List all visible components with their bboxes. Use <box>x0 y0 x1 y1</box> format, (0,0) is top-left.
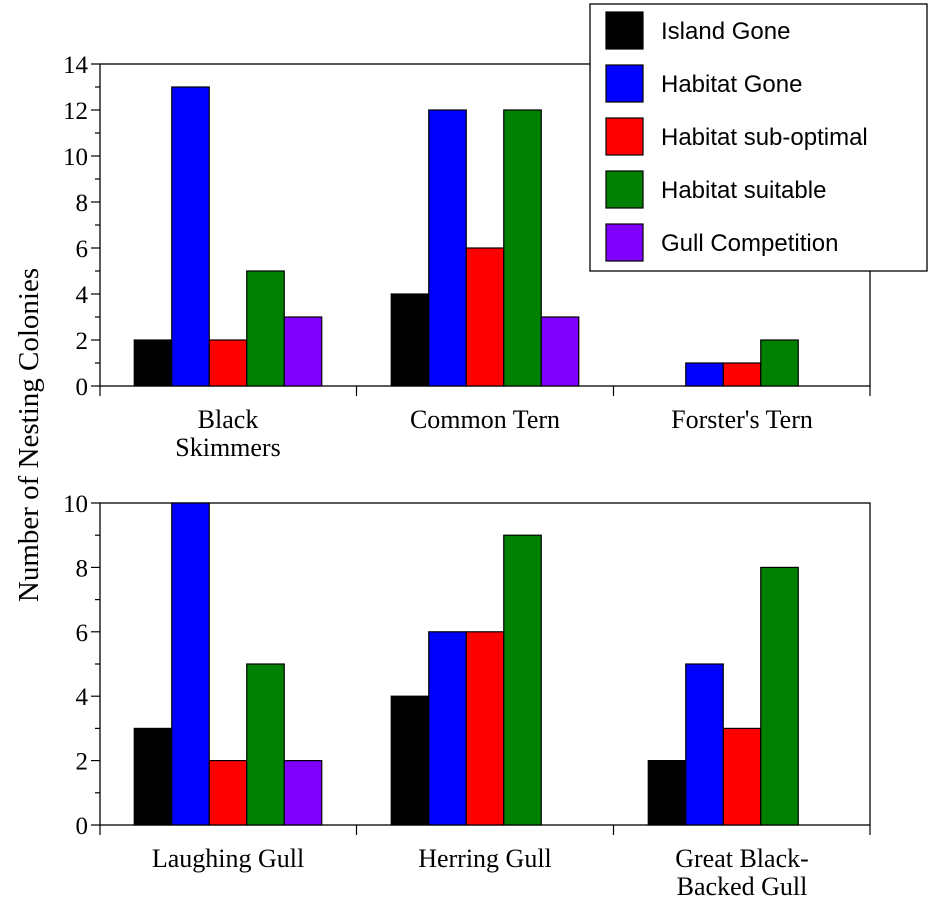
bar-habitat-sub-optimal-2 <box>465 631 505 826</box>
y-tick-label: 2 <box>76 328 89 355</box>
bar-habitat-gone-1 <box>171 86 210 387</box>
bar-island-gone-2 <box>390 695 430 826</box>
x-category-label: Black <box>198 405 259 434</box>
bar-gull-competition-1 <box>283 316 323 387</box>
legend: Island Gone Habitat Gone Habitat sub-optim… <box>589 3 928 272</box>
y-tick-label: 12 <box>63 98 88 125</box>
legend-swatch <box>605 64 644 103</box>
y-tick-label: 0 <box>76 374 89 401</box>
y-tick-label: 8 <box>76 190 89 217</box>
legend-label: Habitat suitable <box>661 177 826 204</box>
bar-habitat-sub-optimal-2 <box>465 247 505 387</box>
bar-habitat-gone-2 <box>428 109 467 387</box>
legend-label: Habitat sub-optimal <box>661 124 868 151</box>
bar-habitat-sub-optimal-1 <box>208 759 248 826</box>
y-tick-label: 8 <box>76 555 89 582</box>
bar-habitat-suitable-3 <box>760 339 799 387</box>
y-axis-label: Number of Nesting Colonies <box>13 268 45 602</box>
x-category-label: Herring Gull <box>418 844 552 873</box>
bar-habitat-sub-optimal-1 <box>208 339 248 387</box>
bar-habitat-suitable-2 <box>503 109 542 387</box>
y-tick-label: 14 <box>63 52 89 79</box>
bar-island-gone-1 <box>133 339 173 387</box>
y-tick-label: 4 <box>76 684 89 711</box>
x-category-label: Great Black- <box>675 844 809 873</box>
chart-panel-2: 0 2 4 6 8 10 Laughing Gull Herring Gull Great Bl… <box>63 491 871 901</box>
bar-habitat-gone-1 <box>171 502 210 826</box>
bar-habitat-gone-3 <box>685 663 724 826</box>
bar-gull-competition-2 <box>540 316 580 387</box>
bar-habitat-sub-optimal-3 <box>722 362 762 387</box>
bar-island-gone-2 <box>390 293 430 387</box>
y-tick-label: 6 <box>76 620 89 647</box>
bar-island-gone-1 <box>133 727 173 826</box>
legend-label: Habitat Gone <box>661 71 802 98</box>
bar-habitat-suitable-3 <box>760 566 799 826</box>
legend-box <box>589 3 928 272</box>
legend-swatch <box>605 170 644 209</box>
legend-label: Gull Competition <box>661 230 838 257</box>
x-category-label: Common Tern <box>410 405 560 434</box>
y-tick-label: 2 <box>76 749 89 776</box>
legend-swatch <box>605 11 644 50</box>
y-tick-label: 10 <box>63 491 88 518</box>
legend-swatch <box>605 117 644 156</box>
y-tick-label: 6 <box>76 236 89 263</box>
bar-habitat-sub-optimal-3 <box>722 727 762 826</box>
x-category-label: Backed Gull <box>677 872 808 901</box>
bar-island-gone-3 <box>647 759 687 826</box>
x-category-label: Laughing Gull <box>152 844 304 873</box>
y-tick-label: 10 <box>63 144 88 171</box>
y-tick-label: 0 <box>76 813 89 840</box>
bar-habitat-gone-3 <box>685 362 724 387</box>
bar-gull-competition-1 <box>283 759 323 826</box>
legend-label: Island Gone <box>661 18 790 45</box>
bar-habitat-suitable-1 <box>246 270 285 387</box>
x-category-label: Forster's Tern <box>671 405 813 434</box>
bar-habitat-gone-2 <box>428 631 467 826</box>
bar-habitat-suitable-2 <box>503 534 542 826</box>
legend-swatch <box>605 223 644 262</box>
x-category-label: Skimmers <box>175 433 280 462</box>
bar-habitat-suitable-1 <box>246 663 285 826</box>
y-tick-label: 4 <box>76 282 89 309</box>
